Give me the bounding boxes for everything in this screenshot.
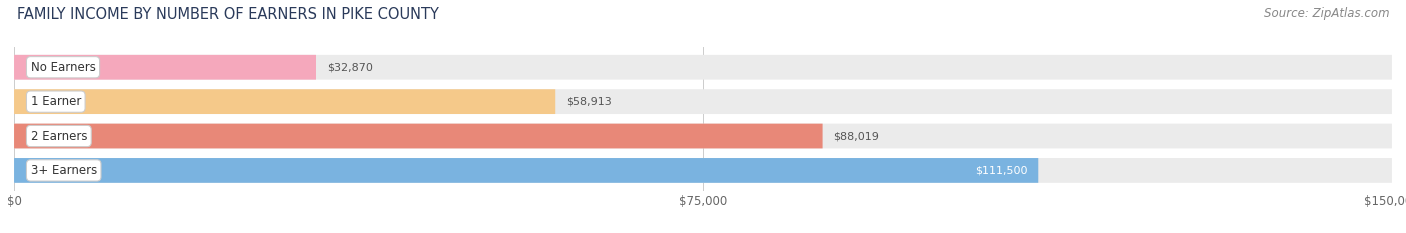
Text: $88,019: $88,019 xyxy=(834,131,880,141)
FancyBboxPatch shape xyxy=(14,89,555,114)
FancyBboxPatch shape xyxy=(14,124,823,148)
Text: No Earners: No Earners xyxy=(31,61,96,74)
Text: FAMILY INCOME BY NUMBER OF EARNERS IN PIKE COUNTY: FAMILY INCOME BY NUMBER OF EARNERS IN PI… xyxy=(17,7,439,22)
FancyBboxPatch shape xyxy=(14,55,316,80)
FancyBboxPatch shape xyxy=(14,55,1392,80)
FancyBboxPatch shape xyxy=(14,89,1392,114)
Text: $58,913: $58,913 xyxy=(567,97,612,107)
FancyBboxPatch shape xyxy=(14,158,1038,183)
Text: 2 Earners: 2 Earners xyxy=(31,130,87,143)
Text: 3+ Earners: 3+ Earners xyxy=(31,164,97,177)
Text: Source: ZipAtlas.com: Source: ZipAtlas.com xyxy=(1264,7,1389,20)
Text: 1 Earner: 1 Earner xyxy=(31,95,82,108)
FancyBboxPatch shape xyxy=(14,124,1392,148)
Text: $111,500: $111,500 xyxy=(974,165,1028,175)
FancyBboxPatch shape xyxy=(14,158,1392,183)
Text: $32,870: $32,870 xyxy=(328,62,373,72)
